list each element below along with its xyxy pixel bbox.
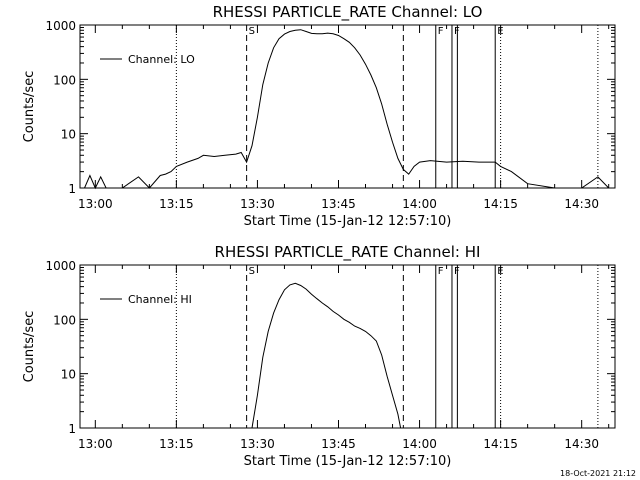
footer-timestamp: 18-Oct-2021 21:12 <box>560 469 636 478</box>
event-marker-label: F <box>438 26 444 37</box>
y-tick-label: 1000 <box>45 259 76 273</box>
data-series-line <box>84 29 610 190</box>
chart-panel-hi: RHESSI PARTICLE_RATE Channel: HI Start T… <box>22 243 616 469</box>
event-marker-label: F <box>438 266 444 277</box>
x-tick-label: 13:15 <box>159 437 194 451</box>
y-axis-label: Counts/sec <box>22 71 37 143</box>
y-tick-label: 1 <box>68 422 76 436</box>
chart-title: RHESSI PARTICLE_RATE Channel: HI <box>215 243 481 262</box>
y-tick-label: 100 <box>53 313 76 327</box>
x-tick-label: 13:00 <box>78 197 113 211</box>
y-tick-label: 10 <box>61 368 76 382</box>
y-tick-label: 1 <box>68 182 76 196</box>
event-marker-label: S <box>249 266 255 277</box>
plot-frame <box>79 264 616 429</box>
x-axis-label: Start Time (15-Jan-12 12:57:10) <box>244 454 452 469</box>
x-tick-label: 13:30 <box>240 197 275 211</box>
plot-frame <box>79 24 616 189</box>
x-tick-label: 14:30 <box>564 197 599 211</box>
chart-title: RHESSI PARTICLE_RATE Channel: LO <box>213 3 483 22</box>
legend-label: Channel: HI <box>128 293 192 306</box>
x-tick-label: 14:00 <box>402 437 437 451</box>
x-tick-label: 14:15 <box>483 437 518 451</box>
x-tick-label: 13:00 <box>78 437 113 451</box>
x-tick-label: 14:15 <box>483 197 518 211</box>
y-tick-label: 10 <box>61 128 76 142</box>
y-tick-label: 1000 <box>45 19 76 33</box>
x-tick-label: 14:00 <box>402 197 437 211</box>
y-axis-label: Counts/sec <box>22 311 37 383</box>
chart-panel-lo: RHESSI PARTICLE_RATE Channel: LO Start T… <box>22 3 616 229</box>
event-marker-label: S <box>249 26 255 37</box>
x-tick-label: 14:30 <box>564 437 599 451</box>
x-tick-label: 13:30 <box>240 437 275 451</box>
x-tick-label: 13:45 <box>321 437 356 451</box>
data-series-line <box>251 282 402 429</box>
y-tick-label: 100 <box>53 73 76 87</box>
x-axis-label: Start Time (15-Jan-12 12:57:10) <box>244 214 452 229</box>
x-tick-label: 13:45 <box>321 197 356 211</box>
x-tick-label: 13:15 <box>159 197 194 211</box>
legend-label: Channel: LO <box>128 53 195 66</box>
